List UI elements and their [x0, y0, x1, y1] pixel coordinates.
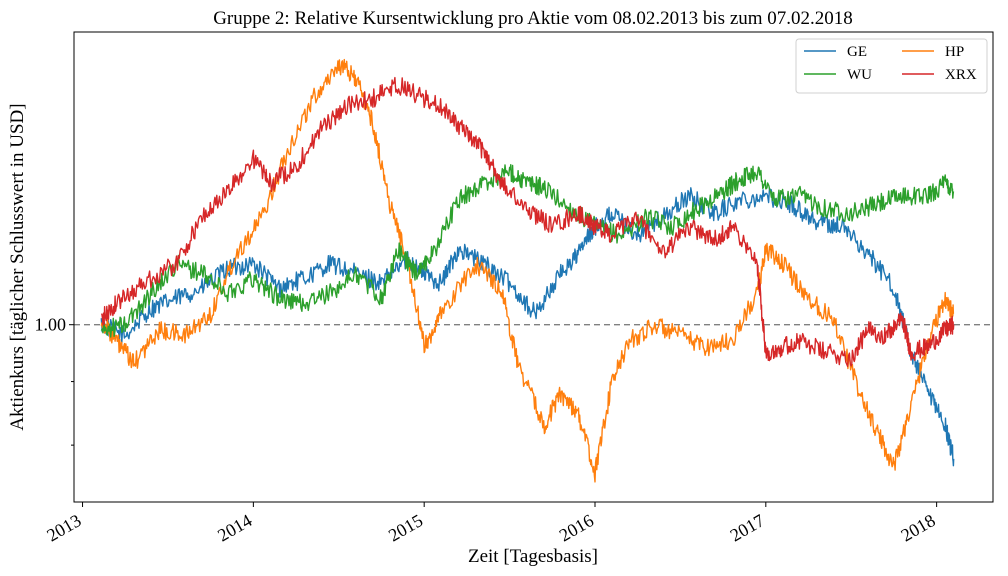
legend: GE HP WU XRX: [795, 38, 988, 94]
legend-box: [795, 38, 988, 94]
legend-label-ge: GE: [847, 44, 867, 60]
x-tick-label: 2015: [385, 510, 426, 545]
plot-area-frame: [73, 31, 994, 503]
series-layer: [100, 58, 955, 483]
legend-label-hp: HP: [945, 44, 964, 60]
x-tick-label: 2014: [214, 510, 255, 545]
x-axis: 2013 2014 2015 2016 2017 2018: [43, 502, 939, 545]
y-axis: 1.00: [35, 315, 74, 446]
x-tick-label: 2017: [727, 510, 768, 545]
series-line-hp: [100, 58, 955, 483]
x-tick-label: 2013: [43, 510, 84, 545]
x-axis-label: Zeit [Tagesbasis]: [468, 546, 598, 567]
series-line-ge: [100, 187, 955, 467]
series-line-wu: [100, 164, 955, 338]
legend-label-wu: WU: [847, 67, 872, 83]
x-tick-label: 2018: [897, 510, 938, 545]
series-line-xrx: [100, 76, 955, 368]
x-tick-label: 2016: [556, 510, 597, 545]
y-axis-label: Aktienkurs [täglicher Schlusswert in USD…: [7, 103, 28, 430]
legend-label-xrx: XRX: [945, 67, 977, 83]
chart-title: Gruppe 2: Relative Kursentwicklung pro A…: [213, 8, 853, 29]
y-tick-label: 1.00: [35, 315, 67, 335]
